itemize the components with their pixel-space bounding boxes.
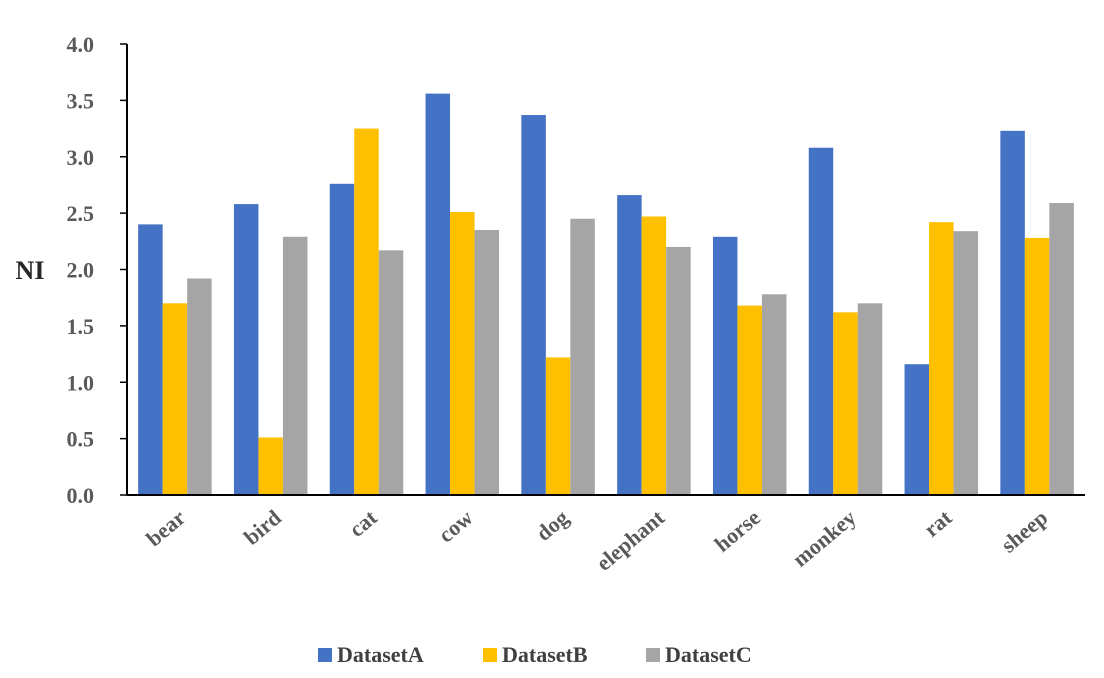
- y-tick-label: 4.0: [67, 32, 95, 57]
- bar-DatasetA-bear: [138, 224, 163, 495]
- x-tick-label: dog: [531, 505, 573, 546]
- bar-DatasetA-dog: [521, 115, 546, 495]
- bar-DatasetB-horse: [737, 305, 762, 495]
- bar-DatasetC-bird: [282, 236, 308, 496]
- bar-DatasetB-elephant: [641, 216, 667, 495]
- bar-DatasetB-cow: [450, 211, 475, 495]
- bar-DatasetC-monkey: [857, 303, 883, 495]
- bar-DatasetA-cow: [425, 93, 451, 496]
- x-tick-label: rat: [919, 504, 957, 542]
- bar-DatasetB-bear: [162, 303, 188, 495]
- legend-label-DatasetA: DatasetA: [337, 642, 424, 667]
- x-tick-label: bear: [141, 505, 190, 552]
- legend-label-DatasetC: DatasetC: [665, 642, 752, 667]
- bar-DatasetB-monkey: [833, 312, 858, 495]
- bar-DatasetA-rat: [904, 364, 930, 495]
- bar-DatasetA-cat: [329, 183, 355, 495]
- y-tick-label: 1.5: [67, 314, 95, 339]
- legend-swatch-DatasetA: [318, 648, 332, 662]
- legend-swatch-DatasetB: [483, 648, 497, 662]
- bar-DatasetA-sheep: [1000, 130, 1025, 495]
- bar-DatasetC-sheep: [1049, 202, 1074, 496]
- y-tick-label: 3.5: [67, 88, 95, 113]
- x-tick-label: sheep: [996, 505, 1052, 558]
- bar-DatasetC-cow: [474, 230, 500, 495]
- bar-DatasetC-elephant: [666, 246, 691, 495]
- bar-DatasetC-cat: [378, 250, 404, 495]
- bar-DatasetA-monkey: [808, 147, 834, 496]
- bar-DatasetC-dog: [570, 218, 595, 495]
- bar-DatasetA-horse: [712, 236, 738, 496]
- bar-DatasetA-bird: [233, 204, 259, 496]
- y-tick-label: 1.0: [67, 370, 95, 395]
- legend-label-DatasetB: DatasetB: [502, 642, 588, 667]
- bar-DatasetB-cat: [354, 128, 379, 495]
- bar-DatasetA-elephant: [617, 195, 642, 495]
- y-tick-label: 0.5: [67, 427, 95, 452]
- bar-DatasetB-rat: [929, 222, 954, 495]
- x-tick-label: cow: [433, 505, 477, 548]
- legend-swatch-DatasetC: [646, 648, 660, 662]
- bar-DatasetB-dog: [545, 357, 571, 495]
- y-tick-label: 0.0: [67, 483, 95, 508]
- y-tick-label: 2.5: [67, 201, 95, 226]
- x-tick-label: horse: [710, 505, 766, 557]
- y-tick-label: 3.0: [67, 145, 95, 170]
- bar-DatasetB-sheep: [1024, 237, 1050, 495]
- x-tick-label: bird: [239, 505, 286, 550]
- bar-DatasetC-rat: [953, 231, 979, 496]
- bars-layer: [138, 93, 1074, 496]
- y-axis-label: NI: [16, 256, 45, 285]
- y-axis-ticks: 0.0 0.5 1.0 1.5 2.0 2.5 3.0 3.5 4.0: [67, 32, 127, 508]
- x-tick-label: cat: [344, 504, 382, 542]
- bar-DatasetC-bear: [187, 278, 212, 495]
- bar-DatasetB-bird: [258, 437, 283, 495]
- x-axis-ticks: bear bird cat cow dog elephant horse monkey rat s…: [141, 504, 1052, 575]
- x-tick-label: elephant: [591, 504, 669, 575]
- legend: DatasetA DatasetB DatasetC: [318, 642, 752, 667]
- bar-DatasetC-horse: [761, 294, 787, 495]
- x-tick-label: monkey: [788, 505, 861, 572]
- y-tick-label: 2.0: [67, 258, 95, 283]
